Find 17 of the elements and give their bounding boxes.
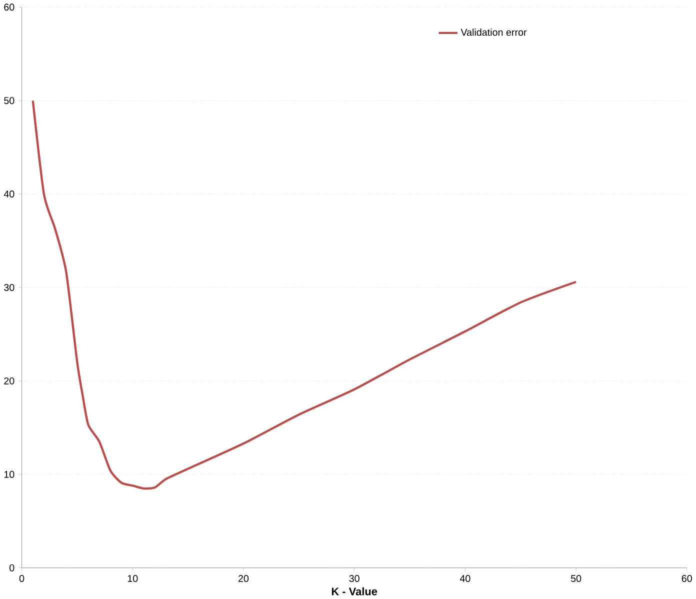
legend-label: Validation error [460, 28, 527, 36]
x-tick-label: 50 [570, 574, 582, 582]
x-tick-label: 40 [460, 574, 470, 582]
y-tick-label: 0 [10, 564, 14, 572]
line-series [32, 99, 578, 490]
y-tick-label: 10 [4, 470, 14, 478]
x-tick-label: 20 [238, 574, 249, 582]
y-tick-label: 50 [4, 97, 14, 104]
y-tick-label: 60 [4, 4, 14, 11]
x-tick-label: 0 [19, 574, 24, 582]
x-tick-label: 60 [682, 574, 692, 582]
y-tick-label: 20 [4, 377, 14, 384]
x-tick-label: 30 [349, 574, 360, 582]
y-tick-label: 30 [4, 284, 14, 291]
y-tick-label: 40 [4, 190, 14, 198]
x-tick-label: 10 [128, 574, 138, 582]
x-axis-title: K - Value [332, 587, 378, 596]
